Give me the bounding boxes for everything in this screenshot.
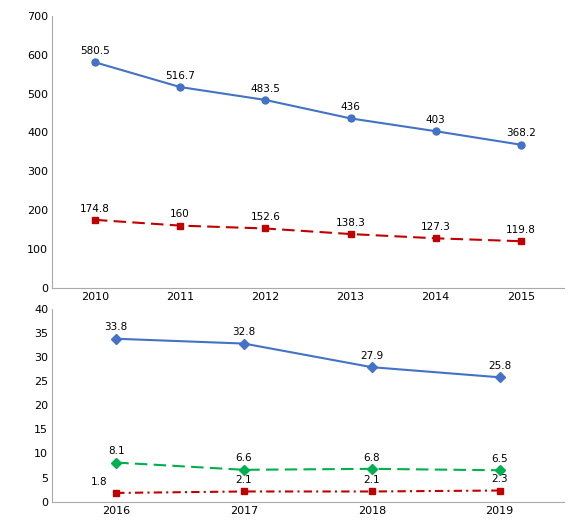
Text: 25.8: 25.8 bbox=[488, 361, 511, 371]
Text: 127.3: 127.3 bbox=[421, 222, 451, 232]
Text: 8.1: 8.1 bbox=[108, 446, 124, 456]
Text: 403: 403 bbox=[426, 115, 446, 125]
Text: 483.5: 483.5 bbox=[250, 83, 280, 93]
Text: 6.5: 6.5 bbox=[492, 454, 508, 464]
Text: 368.2: 368.2 bbox=[506, 128, 536, 138]
Text: 2.3: 2.3 bbox=[492, 474, 508, 484]
Text: 119.8: 119.8 bbox=[506, 225, 536, 235]
Text: 2.1: 2.1 bbox=[236, 475, 252, 485]
Text: 27.9: 27.9 bbox=[360, 351, 383, 361]
Text: 2.1: 2.1 bbox=[364, 475, 380, 485]
Text: 174.8: 174.8 bbox=[80, 203, 110, 213]
Text: 436: 436 bbox=[340, 102, 360, 112]
Text: 516.7: 516.7 bbox=[165, 71, 195, 81]
Text: 6.6: 6.6 bbox=[236, 454, 252, 464]
Text: 580.5: 580.5 bbox=[80, 46, 110, 56]
Legend: Graduation of students-total, including professions in industry: Graduation of students-total, including … bbox=[107, 328, 509, 348]
Text: 32.8: 32.8 bbox=[232, 327, 256, 337]
Text: 138.3: 138.3 bbox=[336, 218, 365, 228]
Text: 160: 160 bbox=[170, 209, 190, 219]
Text: 1.8: 1.8 bbox=[91, 477, 108, 487]
Text: 152.6: 152.6 bbox=[250, 212, 280, 222]
Text: 6.8: 6.8 bbox=[364, 452, 380, 463]
Text: 33.8: 33.8 bbox=[105, 323, 128, 333]
